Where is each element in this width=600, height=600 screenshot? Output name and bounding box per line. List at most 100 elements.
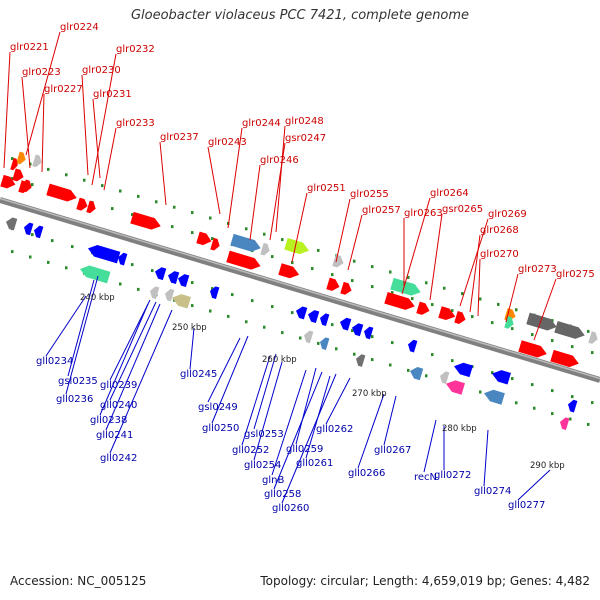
reverse-gene-label: gll0262	[316, 424, 353, 435]
forward-gene-label: glr0269	[488, 209, 527, 220]
tick-mark-outer-top	[47, 167, 50, 171]
forward-gene-label: glr0233	[116, 118, 155, 129]
reverse-gene-shape	[34, 225, 44, 239]
tick-mark-outer-bottom	[47, 260, 50, 264]
tick-mark-outer-bottom	[191, 304, 194, 308]
forward-gene-shape	[130, 211, 161, 230]
forward-gene	[130, 211, 161, 230]
forward-gene-label: glr0255	[350, 189, 389, 200]
tick-mark-outer-top	[443, 286, 446, 290]
reverse-gene-label: gll0274	[474, 486, 511, 497]
tick-mark-outer-top	[407, 275, 410, 279]
scale-label: 260 kbp	[262, 355, 297, 365]
tick-mark-outer-bottom	[227, 314, 230, 318]
reverse-label-leader	[207, 337, 241, 403]
reverse-label-leader	[383, 395, 397, 446]
reverse-label-leader	[357, 393, 385, 469]
forward-gene-shape	[230, 233, 261, 252]
reverse-gene	[364, 326, 374, 340]
forward-label-leader	[41, 93, 45, 173]
reverse-gene-shape	[568, 399, 578, 413]
reverse-gene	[80, 265, 111, 284]
forward-label-leader	[81, 74, 89, 176]
reverse-gene-shape	[165, 288, 175, 302]
reverse-gene	[484, 389, 505, 405]
forward-label-leader	[249, 164, 261, 241]
reverse-gene	[568, 399, 578, 413]
forward-gene-shape	[196, 231, 212, 246]
tick-mark-top	[391, 291, 394, 295]
tick-mark-bottom	[51, 239, 54, 243]
tick-mark-outer-top	[209, 216, 212, 220]
forward-gene-label: glr0275	[556, 269, 595, 280]
forward-gene-label: glr0257	[362, 205, 401, 216]
reverse-gene-shape	[340, 317, 352, 331]
tick-mark-top	[591, 351, 594, 355]
reverse-gene-shape	[364, 326, 374, 340]
reverse-gene	[150, 286, 160, 300]
reverse-gene	[210, 286, 220, 300]
tick-mark-bottom	[191, 281, 194, 285]
tick-mark-outer-bottom	[29, 255, 32, 259]
forward-gene-shape	[210, 237, 220, 251]
tick-mark-outer-bottom	[65, 266, 68, 270]
tick-mark-outer-bottom	[335, 347, 338, 351]
reverse-label-leader	[271, 369, 307, 476]
forward-gene-shape	[554, 321, 585, 339]
tick-mark-bottom	[391, 341, 394, 345]
forward-gene-shape	[284, 238, 309, 255]
forward-gene-shape	[340, 281, 352, 295]
tick-mark-outer-top	[515, 308, 518, 312]
reverse-gene	[172, 294, 191, 309]
tick-mark-top	[171, 225, 174, 229]
forward-gene	[518, 340, 547, 358]
reverse-gene-label: gll0250	[202, 423, 239, 434]
tick-mark-outer-top	[173, 205, 176, 209]
forward-gene-label: glr0264	[430, 188, 469, 199]
tick-mark-outer-top	[371, 265, 374, 269]
tick-mark-outer-bottom	[479, 390, 482, 394]
forward-gene-shape	[438, 306, 456, 321]
forward-gene	[340, 281, 352, 295]
reverse-gene-shape	[320, 337, 330, 351]
backbone-highlight	[0, 197, 600, 380]
tick-mark-bottom	[371, 335, 374, 339]
forward-gene-label: glr0270	[480, 249, 519, 260]
forward-gene-shape	[588, 331, 598, 344]
forward-label-leader	[533, 278, 557, 341]
tick-mark-outer-top	[389, 270, 392, 274]
reverse-gene-shape	[560, 417, 570, 431]
reverse-gene	[6, 217, 18, 231]
tick-mark-bottom	[571, 395, 574, 399]
forward-label-leader	[227, 127, 243, 229]
reverse-gene-shape	[296, 306, 308, 320]
reverse-gene-shape	[454, 362, 473, 378]
forward-gene-label: glr0221	[10, 42, 49, 53]
reverse-gene	[88, 244, 121, 264]
forward-gene	[504, 316, 514, 329]
reverse-gene	[165, 288, 175, 302]
forward-gene	[550, 349, 579, 368]
reverse-gene-shape	[210, 286, 220, 300]
forward-gene	[196, 231, 212, 246]
reverse-label-leader	[189, 327, 195, 370]
reverse-label-leader	[99, 303, 149, 416]
forward-gene-shape	[32, 154, 42, 168]
tick-mark-bottom	[271, 305, 274, 309]
forward-gene-label: gsr0265	[442, 204, 483, 215]
forward-gene	[326, 277, 340, 291]
accession-text: Accession: NC_005125	[10, 574, 147, 588]
forward-label-leader	[92, 98, 101, 179]
reverse-gene-label: gll0236	[56, 394, 93, 405]
forward-gene	[526, 312, 557, 331]
tick-mark-outer-bottom	[299, 336, 302, 340]
forward-gene-shape	[326, 277, 340, 291]
tick-mark-top	[531, 333, 534, 337]
forward-gene	[332, 254, 344, 268]
tick-mark-outer-top	[11, 157, 14, 161]
reverse-gene-shape	[356, 354, 366, 367]
forward-label-leader	[477, 258, 481, 317]
forward-gene	[390, 277, 421, 296]
forward-gene	[46, 183, 77, 202]
tick-mark-outer-top	[425, 281, 428, 285]
